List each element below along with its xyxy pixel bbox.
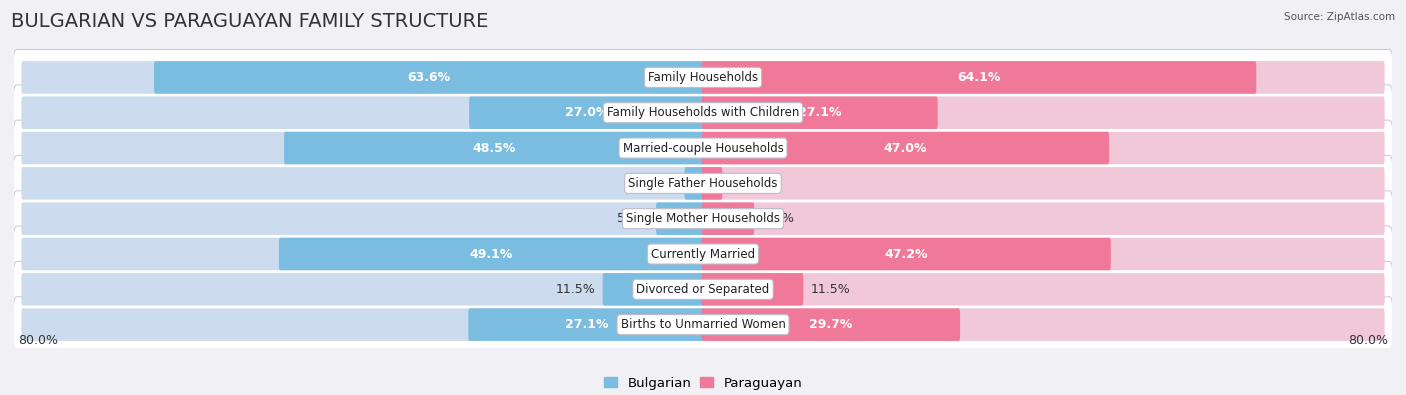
FancyBboxPatch shape xyxy=(21,96,704,129)
FancyBboxPatch shape xyxy=(702,167,1385,199)
FancyBboxPatch shape xyxy=(21,167,704,199)
FancyBboxPatch shape xyxy=(278,238,704,270)
Text: 5.8%: 5.8% xyxy=(762,212,793,225)
Text: 64.1%: 64.1% xyxy=(957,71,1001,84)
Text: 80.0%: 80.0% xyxy=(18,333,59,346)
FancyBboxPatch shape xyxy=(702,273,803,306)
FancyBboxPatch shape xyxy=(702,273,1385,306)
FancyBboxPatch shape xyxy=(702,96,1385,129)
Text: 2.1%: 2.1% xyxy=(730,177,762,190)
FancyBboxPatch shape xyxy=(702,308,960,341)
FancyBboxPatch shape xyxy=(13,191,1393,246)
FancyBboxPatch shape xyxy=(702,308,1385,341)
Text: Currently Married: Currently Married xyxy=(651,248,755,261)
Text: Family Households with Children: Family Households with Children xyxy=(607,106,799,119)
Text: 49.1%: 49.1% xyxy=(470,248,513,261)
FancyBboxPatch shape xyxy=(13,297,1393,353)
FancyBboxPatch shape xyxy=(468,308,704,341)
Text: 80.0%: 80.0% xyxy=(1347,333,1388,346)
FancyBboxPatch shape xyxy=(603,273,704,306)
Text: Source: ZipAtlas.com: Source: ZipAtlas.com xyxy=(1284,12,1395,22)
Text: Divorced or Separated: Divorced or Separated xyxy=(637,283,769,296)
FancyBboxPatch shape xyxy=(21,273,704,306)
FancyBboxPatch shape xyxy=(702,203,1385,235)
Text: Births to Unmarried Women: Births to Unmarried Women xyxy=(620,318,786,331)
FancyBboxPatch shape xyxy=(21,238,704,270)
FancyBboxPatch shape xyxy=(685,167,704,199)
FancyBboxPatch shape xyxy=(702,238,1385,270)
FancyBboxPatch shape xyxy=(702,61,1257,94)
Text: Single Father Households: Single Father Households xyxy=(628,177,778,190)
FancyBboxPatch shape xyxy=(21,61,704,94)
FancyBboxPatch shape xyxy=(702,61,1385,94)
Text: 29.7%: 29.7% xyxy=(810,318,852,331)
FancyBboxPatch shape xyxy=(155,61,704,94)
Text: 27.1%: 27.1% xyxy=(565,318,607,331)
FancyBboxPatch shape xyxy=(702,96,938,129)
Text: Family Households: Family Households xyxy=(648,71,758,84)
FancyBboxPatch shape xyxy=(21,203,704,235)
Text: 11.5%: 11.5% xyxy=(811,283,851,296)
FancyBboxPatch shape xyxy=(21,132,704,164)
Text: BULGARIAN VS PARAGUAYAN FAMILY STRUCTURE: BULGARIAN VS PARAGUAYAN FAMILY STRUCTURE xyxy=(11,12,489,31)
Text: 48.5%: 48.5% xyxy=(472,141,516,154)
FancyBboxPatch shape xyxy=(13,156,1393,211)
FancyBboxPatch shape xyxy=(702,167,723,199)
FancyBboxPatch shape xyxy=(13,261,1393,317)
FancyBboxPatch shape xyxy=(13,120,1393,176)
FancyBboxPatch shape xyxy=(702,203,754,235)
Text: 47.2%: 47.2% xyxy=(884,248,928,261)
FancyBboxPatch shape xyxy=(13,226,1393,282)
FancyBboxPatch shape xyxy=(470,96,704,129)
Text: 47.0%: 47.0% xyxy=(883,141,927,154)
Text: Married-couple Households: Married-couple Households xyxy=(623,141,783,154)
FancyBboxPatch shape xyxy=(21,308,704,341)
FancyBboxPatch shape xyxy=(702,132,1109,164)
FancyBboxPatch shape xyxy=(13,49,1393,105)
Text: 63.6%: 63.6% xyxy=(408,71,451,84)
FancyBboxPatch shape xyxy=(702,238,1111,270)
Legend: Bulgarian, Paraguayan: Bulgarian, Paraguayan xyxy=(599,371,807,395)
Text: 27.1%: 27.1% xyxy=(799,106,841,119)
FancyBboxPatch shape xyxy=(284,132,704,164)
Text: 2.0%: 2.0% xyxy=(645,177,678,190)
Text: Single Mother Households: Single Mother Households xyxy=(626,212,780,225)
Text: 5.3%: 5.3% xyxy=(617,212,648,225)
Text: 11.5%: 11.5% xyxy=(555,283,595,296)
FancyBboxPatch shape xyxy=(657,203,704,235)
FancyBboxPatch shape xyxy=(702,132,1385,164)
Text: 27.0%: 27.0% xyxy=(565,106,609,119)
FancyBboxPatch shape xyxy=(13,85,1393,141)
